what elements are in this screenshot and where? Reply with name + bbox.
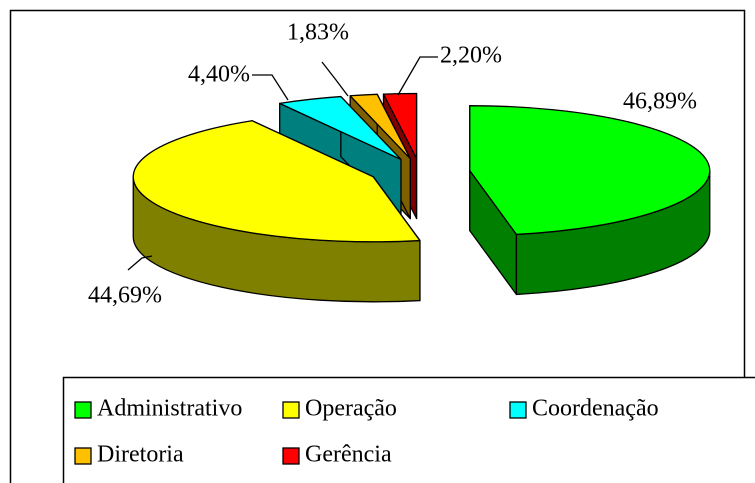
data-label: 1,83%	[287, 20, 349, 46]
legend-label: Operação	[305, 396, 397, 422]
data-label: 2,20%	[440, 43, 502, 69]
slice	[469, 105, 711, 236]
leader-line	[321, 61, 349, 97]
legend-swatch	[74, 447, 92, 465]
legend: Administrativo Operação Coordenação Diretor…	[74, 396, 659, 468]
legend-label: Administrativo	[97, 396, 242, 422]
legend-label: Coordenação	[532, 396, 659, 422]
leader-lines	[127, 56, 438, 271]
legend-label: Diretoria	[97, 442, 184, 468]
slice	[279, 95, 402, 161]
data-label: 44,69%	[88, 283, 162, 309]
legend-swatch	[282, 447, 300, 465]
legend-label: Gerência	[305, 442, 392, 468]
labels: 46,89% 44,69% 4,40% 1,83% 2,20%	[88, 20, 697, 309]
legend-frame	[62, 376, 755, 483]
leader-line	[127, 255, 153, 271]
slice	[132, 120, 421, 243]
leader-line	[397, 56, 438, 96]
data-label: 46,89%	[623, 89, 697, 115]
legend-swatch	[282, 401, 300, 419]
legend-swatch	[509, 401, 527, 419]
slice	[382, 92, 418, 160]
pie	[132, 92, 711, 303]
slice	[349, 93, 411, 160]
leader-line	[252, 74, 289, 101]
legend-swatch	[74, 401, 92, 419]
data-label: 4,40%	[188, 62, 250, 88]
